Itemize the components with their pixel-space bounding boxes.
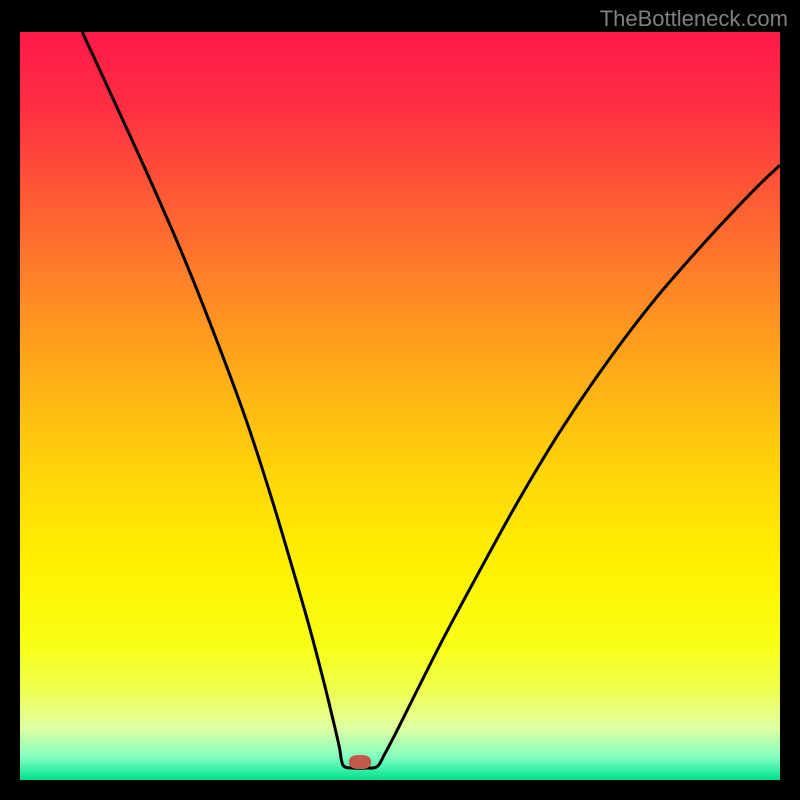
chart-area xyxy=(20,32,780,780)
gradient-background xyxy=(20,32,780,780)
watermark-text: TheBottleneck.com xyxy=(600,6,788,32)
optimal-point-marker xyxy=(349,755,371,769)
